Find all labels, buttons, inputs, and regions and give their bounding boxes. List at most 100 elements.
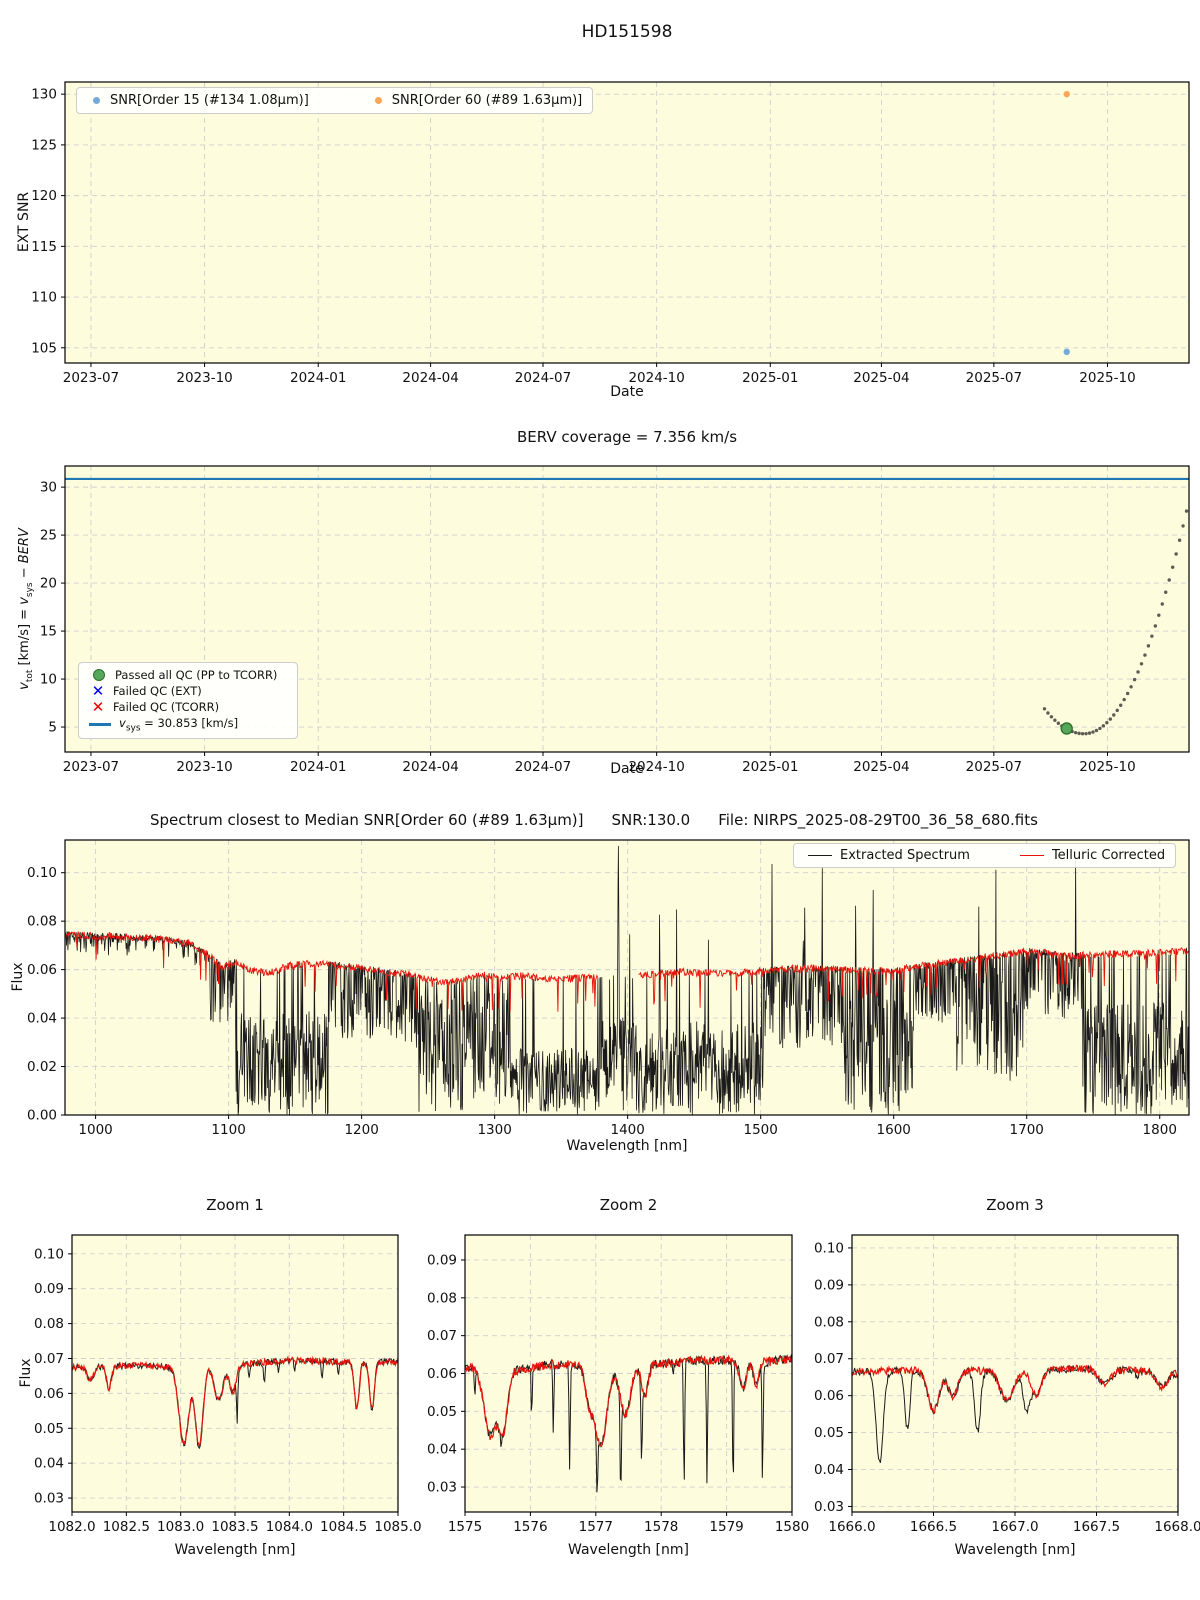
spectrum-xtick-label: 1300: [477, 1122, 511, 1138]
zoom1-xtick-label: 1085.0: [374, 1519, 421, 1535]
order15-label: SNR[Order 15 (#134 1.08µm)]: [110, 93, 309, 108]
berv-track-dot: [1098, 726, 1102, 731]
order60-label: SNR[Order 60 (#89 1.63µm)]: [391, 93, 583, 108]
zoom2-xtick-label: 1580: [775, 1519, 809, 1535]
berv-track-dot: [1105, 721, 1109, 725]
snr-ylabel: EXT SNR: [16, 191, 32, 253]
snr-point-series0: [1063, 348, 1070, 356]
berv-track-dot: [1094, 728, 1099, 733]
berv-track-dot: [1122, 697, 1126, 702]
berv-xtick-label: 2024-01: [290, 759, 346, 775]
berv-xtick-label: 2024-07: [515, 759, 571, 775]
berv-track-dot: [1056, 721, 1061, 725]
berv-xlabel: Date: [610, 761, 644, 777]
spectrum-xtick-label: 1600: [877, 1122, 911, 1138]
zoom3-ytick-label: 0.04: [814, 1462, 844, 1478]
order60-dot-icon: [374, 97, 382, 104]
zoom2-ytick-label: 0.08: [427, 1290, 457, 1306]
berv-track-dot: [1077, 731, 1081, 736]
zoom1-ytick-label: 0.05: [34, 1421, 64, 1437]
zoom1-ylabel: Flux: [18, 1358, 34, 1388]
vsys-line-icon: [89, 723, 111, 727]
berv-track-dot: [1181, 524, 1185, 528]
failed-tcorr-label: Failed QC (TCORR): [113, 700, 220, 714]
spectrum-title-snr: SNR:130.0: [611, 811, 691, 829]
berv-xtick-label: 2024-04: [402, 759, 458, 775]
zoom1-xtick-label: 1084.0: [266, 1519, 313, 1535]
berv-track-dot: [1132, 677, 1137, 682]
zoom2-plot: 1575 1576 1577 1578 1579 1580 0.03 0.04 0.05 0.06…: [427, 1234, 809, 1535]
zoom1-xtick-label: 1082.0: [48, 1519, 95, 1535]
telluric-corrected-line: [65, 930, 599, 1012]
order15-dot-icon: [93, 97, 100, 104]
berv-xtick-label: 2025-01: [742, 759, 798, 775]
telluric-corrected-line: [638, 947, 1189, 1008]
zoom1-xtick-label: 1084.5: [320, 1519, 367, 1535]
spectrum-xtick-label: 1400: [610, 1122, 644, 1138]
zoom1-ytick-label: 0.06: [34, 1386, 64, 1402]
ext-snr-plot: 2023-07 2023-10 2024-01 2024-04 2024-07 2024-…: [31, 81, 1190, 386]
ext-snr-xtick-label: 2023-07: [63, 370, 119, 386]
ext-snr-xtick-label: 2024-01: [290, 370, 346, 386]
passed-qc-label: Passed all QC (PP to TCORR): [115, 668, 278, 682]
telluric-line-icon: [1019, 855, 1044, 856]
zoom2-xtick-label: 1576: [513, 1519, 547, 1535]
zoom1-ytick-label: 0.10: [34, 1246, 64, 1262]
berv-xtick-label: 2023-10: [176, 759, 232, 775]
ext-snr-xtick-label: 2024-10: [628, 370, 684, 386]
zoom3-ytick-label: 0.09: [814, 1277, 844, 1293]
spectrum-xtick-label: 1000: [78, 1122, 112, 1138]
zoom3-xtick-label: 1666.5: [910, 1519, 957, 1535]
extracted-line-icon: [808, 855, 832, 856]
berv-track-dot: [1042, 707, 1047, 711]
zoom2-xtick-label: 1578: [644, 1519, 678, 1535]
zoom1-ytick-label: 0.07: [34, 1351, 64, 1367]
zoom1-ytick-label: 0.03: [34, 1491, 64, 1507]
telluric-label: Telluric Corrected: [1051, 848, 1166, 863]
legend-item-extracted: Extracted Spectrum: [804, 848, 970, 863]
berv-track-dot: [1073, 730, 1078, 735]
berv-ytick-label: 20: [40, 576, 57, 592]
spectrum-legend: Extracted Spectrum Telluric Corrected: [793, 843, 1177, 868]
spectrum-xtick-label: 1700: [1010, 1122, 1044, 1138]
zoom3-ytick-label: 0.03: [814, 1499, 844, 1515]
berv-ytick-label: 10: [40, 672, 57, 688]
legend-item-order60: SNR[Order 60 (#89 1.63µm)]: [369, 93, 583, 108]
spectrum-ytick-label: 0.04: [27, 1011, 57, 1027]
berv-track-dot: [1125, 691, 1130, 696]
berv-ytick-label: 5: [48, 720, 57, 736]
berv-track-dot: [1143, 653, 1147, 657]
snr-legend: SNR[Order 15 (#134 1.08µm)] SNR[Order 60…: [76, 87, 594, 114]
berv-xtick-label: 2024-10: [628, 759, 684, 775]
zoom1-xlabel: Wavelength [nm]: [174, 1542, 296, 1558]
zoom2-xtick-label: 1577: [579, 1519, 613, 1535]
berv-track-dot: [1157, 613, 1161, 617]
spectrum-ylabel: Flux: [10, 962, 26, 992]
legend-item-failed-tcorr: ✕ Failed QC (TCORR): [89, 700, 220, 715]
spectrum-ytick-label: 0.02: [27, 1059, 57, 1075]
berv-xtick-label: 2025-04: [853, 759, 909, 775]
ext-snr-xtick-label: 2025-10: [1079, 370, 1135, 386]
zoom2-ytick-label: 0.07: [427, 1328, 457, 1344]
legend-item-vsys: vsys = 30.853 [km/s]: [89, 716, 238, 733]
berv-track-dot: [1112, 713, 1116, 717]
zoom1-plot: 1082.0 1082.5 1083.0 1083.5 1084.0 1084.5 1085…: [34, 1234, 422, 1535]
zoom1-ytick-label: 0.09: [34, 1281, 64, 1297]
ext-snr-xtick-label: 2023-10: [176, 370, 232, 386]
spectrum-xtick-label: 1500: [744, 1122, 778, 1138]
legend-item-passed: Passed all QC (PP to TCORR): [89, 668, 277, 682]
berv-xtick-label: 2025-10: [1079, 759, 1135, 775]
zoom1-xtick-label: 1082.5: [103, 1519, 150, 1535]
berv-track-dot: [1101, 724, 1106, 728]
zoom3-xlabel: Wavelength [nm]: [954, 1542, 1076, 1558]
berv-track-dot: [1046, 711, 1050, 715]
berv-track-dot: [1084, 731, 1088, 736]
spectrum-ytick-label: 0.10: [27, 865, 57, 881]
spectrum-title-file: File: NIRPS_2025-08-29T00_36_58_680.fits: [718, 811, 1038, 829]
zoom2-ytick-label: 0.03: [427, 1480, 457, 1496]
spectrum-ytick-label: 0.08: [27, 914, 57, 930]
passed-qc-point: [1060, 722, 1073, 735]
berv-track-dot: [1177, 538, 1182, 542]
zoom3-xtick-label: 1668.0: [1154, 1519, 1200, 1535]
spectrum-ytick-label: 0.00: [27, 1108, 57, 1124]
